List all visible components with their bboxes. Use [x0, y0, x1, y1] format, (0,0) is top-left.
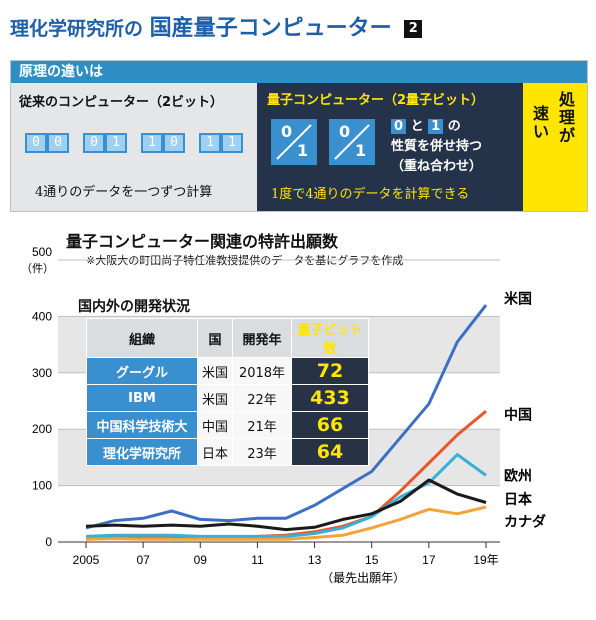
and-text: と: [410, 119, 424, 134]
row-year: 23年: [232, 438, 292, 466]
series-line-日本: [85, 478, 487, 532]
headline-main: 国産量子コンピューター: [149, 16, 392, 41]
y-axis-unit: （件）: [21, 262, 54, 275]
bit-cell: 1: [201, 135, 219, 151]
dev-table: 組織 国 開発年 量子ビット数 グーグル 米国 2018年 72 IBM 米国 …: [86, 318, 369, 466]
bit-one-box: 1: [428, 119, 444, 134]
x-tick-label: 11: [251, 553, 264, 567]
quantum-caption: 1度で4通りのデータを計算できる: [271, 187, 470, 202]
faster-text-a: 処理が: [559, 90, 576, 145]
table-header-row: 組織 国 開発年 量子ビット数: [86, 318, 369, 358]
x-axis-label: （最先出願年）: [321, 571, 405, 585]
of-text: の: [447, 119, 461, 134]
y-tick-label: 100: [32, 479, 52, 493]
y-tick-label: 300: [32, 366, 52, 380]
bit-cell: 1: [143, 135, 161, 151]
x-tick-label: 13: [308, 553, 322, 567]
x-tick-label: 19年: [473, 553, 498, 567]
classic-section: 従来のコンピューター（2ビット） 0 0 0 1 1 0 1 1 4通りのデータ…: [11, 83, 257, 211]
bit-pair-11: 1 1: [199, 133, 243, 153]
x-tick-label: 09: [194, 553, 208, 567]
bit-cell: 0: [165, 135, 183, 151]
series-line-米国: [85, 304, 488, 530]
superposition-line1: 0 と 1 の: [391, 115, 461, 134]
qubit-top-digit: 0: [339, 122, 351, 141]
quantum-section: 量子コンピューター（2量子ビット） 0 1 0 1 0 と 1 の 性質を併せ持…: [257, 83, 587, 211]
faster-text-b: 速い: [533, 104, 550, 141]
row-org: IBM: [86, 384, 198, 412]
superposition-line2: 性質を併せ持つ: [391, 139, 483, 154]
series-badge: 2: [404, 20, 423, 38]
qubit-box: 0 1: [271, 119, 317, 165]
row-country: 米国: [197, 357, 233, 385]
x-tick-label: 2005: [73, 553, 100, 567]
row-country: 中国: [197, 411, 233, 439]
classic-caption: 4通りのデータを一つずつ計算: [35, 185, 213, 200]
table-row: 理化学研究所 日本 23年 64: [86, 438, 369, 466]
bit-pair-01: 0 1: [83, 133, 127, 153]
superposition-line3: （重ね合わせ）: [391, 159, 483, 174]
row-qubits: 66: [291, 411, 369, 439]
classic-title: 従来のコンピューター（2ビット）: [19, 95, 224, 110]
bit-cell: 1: [107, 135, 125, 151]
y-tick-label: 0: [45, 535, 52, 549]
row-country: 米国: [197, 384, 233, 412]
y-tick-label: 200: [32, 422, 52, 436]
qubit-bottom-digit: 1: [297, 141, 309, 160]
headline: 理化学研究所の 国産量子コンピューター 2: [10, 10, 423, 42]
row-org: 中国科学技術大: [86, 411, 198, 439]
col-country: 国: [197, 318, 233, 358]
series-label: 欧州: [504, 467, 532, 484]
x-tick-label: 07: [136, 553, 150, 567]
series-label: カナダ: [504, 514, 546, 531]
bit-cell: 0: [27, 135, 45, 151]
row-year: 22年: [232, 384, 292, 412]
table-row: 中国科学技術大 中国 21年 66: [86, 411, 369, 439]
col-org: 組織: [86, 318, 198, 358]
series-label: 日本: [504, 491, 533, 508]
row-org: 理化学研究所: [86, 438, 198, 466]
row-org: グーグル: [86, 357, 198, 385]
principle-heading: 原理の違いは: [11, 61, 587, 83]
bit-zero-box: 0: [391, 119, 407, 134]
table-row: IBM 米国 22年 433: [86, 384, 369, 412]
col-qubits: 量子ビット数: [291, 318, 369, 358]
series-label: 中国: [504, 407, 532, 424]
row-year: 2018年: [232, 357, 292, 385]
table-row: グーグル 米国 2018年 72: [86, 357, 369, 385]
series-line-カナダ: [85, 505, 487, 541]
faster-callout: 処理が 速い: [523, 83, 587, 211]
qubit-bottom-digit: 1: [355, 141, 367, 160]
row-country: 日本: [197, 438, 233, 466]
principle-panel: 原理の違いは 従来のコンピューター（2ビット） 0 0 0 1 1 0 1 1 …: [10, 60, 588, 212]
chart-title: 量子コンピューター関連の特許出願数: [66, 232, 339, 251]
y-axis-top-label: 500: [32, 245, 52, 259]
col-year: 開発年: [232, 318, 292, 358]
x-tick-label: 15: [365, 553, 379, 567]
row-year: 21年: [232, 411, 292, 439]
y-tick-label: 400: [32, 309, 52, 323]
series-label: 米国: [504, 290, 532, 307]
dev-table-title: 国内外の開発状況: [78, 299, 190, 315]
bit-cell: 0: [85, 135, 103, 151]
bit-cell: 0: [49, 135, 67, 151]
row-qubits: 433: [291, 384, 369, 412]
x-tick-label: 17: [422, 553, 436, 567]
headline-lead: 理化学研究所の: [10, 18, 144, 40]
bit-pair-10: 1 0: [141, 133, 185, 153]
row-qubits: 64: [291, 438, 369, 466]
bit-pair-00: 0 0: [25, 133, 69, 153]
qubit-box: 0 1: [329, 119, 375, 165]
bit-cell: 1: [223, 135, 241, 151]
quantum-title: 量子コンピューター（2量子ビット）: [267, 93, 485, 108]
row-qubits: 72: [291, 357, 369, 385]
qubit-top-digit: 0: [281, 122, 293, 141]
